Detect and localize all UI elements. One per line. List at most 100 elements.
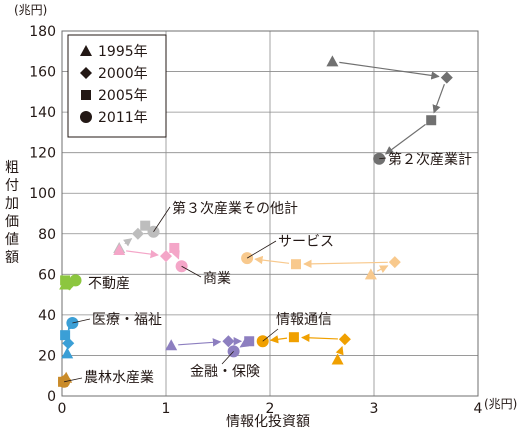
trend-arrow: [339, 61, 440, 80]
series-5: [60, 317, 79, 359]
trend-arrow: [376, 265, 389, 273]
trend-arrow: [301, 333, 338, 343]
data-series: [58, 55, 453, 388]
data-point-square: [244, 336, 255, 347]
series-2: [241, 252, 401, 280]
trend-arrow: [126, 249, 159, 259]
legend-marker-square: [81, 90, 91, 100]
series-label: 第２次産業計: [388, 151, 472, 168]
trend-arrow: [269, 335, 288, 344]
data-point-circle: [69, 274, 82, 287]
y-tick-label: 160: [29, 65, 56, 81]
trend-arrow: [239, 339, 249, 348]
trend-arrow: [254, 255, 290, 265]
trend-arrow: [122, 238, 133, 247]
data-point-diamond: [338, 333, 351, 346]
y-tick-label: 0: [47, 389, 56, 405]
data-point-triangle: [326, 55, 339, 67]
data-point-square: [140, 220, 151, 231]
y-tick-label: 40: [38, 308, 56, 324]
y-tick-label: 20: [38, 348, 56, 364]
data-point-diamond: [160, 250, 172, 263]
x-tick-label: 2: [266, 401, 275, 417]
data-point-diamond: [388, 256, 401, 269]
series-8: [58, 371, 73, 388]
data-point-triangle: [165, 339, 178, 351]
data-point-square: [60, 275, 71, 286]
data-point-diamond: [131, 227, 144, 240]
series-7: [165, 335, 255, 358]
legend-marker-circle: [80, 111, 92, 123]
series-6: [256, 332, 351, 365]
y-tick-label: 180: [29, 24, 56, 40]
y-axis-title-char: 価: [5, 214, 19, 230]
y-axis-title-char: 粗: [5, 160, 19, 176]
x-axis-title: 情報化投資額: [226, 414, 310, 430]
data-point-square: [60, 330, 71, 341]
label-leader-line: [379, 157, 387, 160]
series-3: [113, 242, 188, 273]
legend-label: 2011年: [98, 110, 148, 126]
series-1: [113, 220, 160, 253]
label-leader-line: [181, 265, 202, 278]
label-leader-line: [153, 206, 171, 232]
label-leader-line: [262, 328, 279, 342]
data-point-triangle: [364, 268, 377, 280]
trend-arrow: [384, 123, 426, 155]
data-point-square: [288, 332, 299, 343]
series-label: 不動産: [88, 276, 130, 292]
x-unit-label: (兆円): [484, 397, 517, 411]
trend-arrow: [303, 259, 388, 269]
legend-label: 2000年: [98, 66, 148, 82]
y-axis-title-char: 加: [5, 196, 19, 212]
label-leader-line: [221, 351, 234, 365]
data-point-triangle: [331, 353, 344, 365]
plot-frame: [61, 30, 479, 397]
data-point-square: [169, 242, 180, 253]
legend-label: 1995年: [98, 44, 148, 60]
label-leader-line: [72, 318, 91, 324]
data-point-diamond: [62, 337, 75, 350]
trend-arrow: [335, 345, 344, 356]
series-label: 第３次産業その他計: [172, 200, 298, 217]
data-point-triangle: [113, 244, 126, 255]
data-point-square: [426, 115, 437, 126]
series-label: 情報通信: [276, 312, 332, 328]
series-label: 農林水産業: [84, 370, 154, 386]
x-tick-label: 1: [162, 401, 171, 417]
legend-marker-triangle: [80, 45, 92, 56]
y-tick-label: 140: [29, 105, 56, 121]
legend-label: 2005年: [98, 88, 148, 104]
x-tick-label: 0: [58, 401, 67, 417]
x-tick-label: 3: [370, 401, 379, 417]
data-point-diamond: [440, 71, 453, 84]
label-leader-line: [63, 377, 83, 383]
series-4: [59, 274, 82, 291]
data-point-triangle: [61, 347, 74, 359]
data-point-diamond: [222, 335, 235, 348]
y-tick-label: 100: [29, 186, 56, 202]
series-label: サービス: [278, 234, 334, 250]
trend-arrow: [178, 338, 222, 347]
series-label: 医療・福祉: [92, 311, 162, 328]
label-leader-line: [246, 240, 277, 259]
series-0: [326, 55, 453, 165]
series-label: 商業: [203, 271, 231, 287]
y-axis-title-char: 付: [5, 178, 19, 194]
trend-arrow: [432, 84, 445, 114]
y-axis-title-char: 額: [5, 250, 19, 266]
series-label: 金融・保険: [190, 364, 260, 380]
x-tick-label: 4: [474, 401, 483, 417]
trend-arrow: [171, 250, 180, 260]
y-axis-title-char: 値: [5, 232, 19, 248]
legend: 1995年 2000年 2005年 2011年: [67, 34, 167, 138]
y-unit-label: (兆円): [14, 3, 47, 17]
y-tick-label: 80: [38, 227, 56, 243]
y-tick-label: 120: [29, 146, 56, 162]
y-tick-label: 60: [38, 267, 56, 283]
